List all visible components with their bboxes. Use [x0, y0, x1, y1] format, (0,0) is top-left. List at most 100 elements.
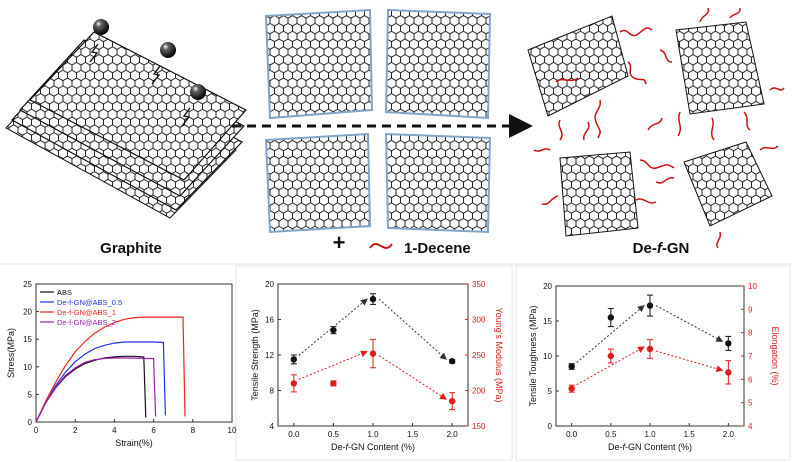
panel-frame	[515, 265, 791, 461]
graphene-sheet	[683, 141, 773, 227]
series-line	[35, 341, 166, 423]
toughness-elongation-chart: 0.0 0.5 1.0 1.5 2.0 0 5 10 15 20 4 5 6 7 8 9 10 De-f-GN …	[528, 282, 780, 452]
left-y-tick-label: 10	[543, 352, 552, 361]
right-y-axis-label: Young's Modulus (MPa)	[494, 308, 504, 403]
trend-arrow	[298, 298, 368, 356]
data-point	[725, 369, 732, 376]
panel-frame	[235, 265, 513, 461]
left-y-tick-label: 5	[548, 387, 553, 396]
x-tick-label: 2.0	[447, 430, 459, 439]
legend-label: ABS	[57, 288, 72, 297]
x-tick-label: 0.0	[566, 430, 578, 439]
electron-sphere-icon	[160, 42, 176, 58]
x-tick-label: 1.0	[367, 430, 379, 439]
exfoliated-sheets	[264, 8, 492, 234]
electron-sphere-icon	[190, 84, 206, 100]
right-y-tick-label: 350	[472, 280, 486, 289]
electron-sphere-icon	[93, 19, 109, 35]
data-point	[330, 380, 337, 387]
trend-arrow	[576, 346, 645, 386]
y-tick-label: 25	[23, 280, 32, 289]
graphene-sheet	[675, 21, 765, 115]
data-point	[290, 380, 298, 387]
x-tick-label: 2	[73, 426, 78, 435]
data-point	[607, 314, 615, 321]
right-y-tick-label: 300	[472, 316, 486, 325]
y-tick-label: 15	[23, 335, 32, 344]
data-point	[568, 363, 575, 370]
trend-arrow	[655, 350, 724, 373]
graphene-sheet	[29, 31, 247, 181]
x-tick-label: 8	[191, 426, 196, 435]
x-tick-label: 1.5	[684, 430, 696, 439]
x-axis-label: De-f-GN Content (%)	[608, 442, 692, 452]
data-point	[568, 385, 575, 392]
data-point	[330, 326, 337, 334]
lightning-icon	[89, 43, 99, 63]
data-point	[448, 358, 456, 365]
x-axis-label: De-f-GN Content (%)	[331, 442, 415, 452]
x-axis-label: Strain(%)	[115, 438, 153, 448]
trend-arrow	[298, 350, 368, 380]
strength-modulus-chart: 0.0 0.5 1.0 1.5 2.0 4 8 12 16 20 150 200 250 300 350 D…	[250, 280, 504, 452]
graphene-sheet	[527, 15, 629, 117]
reagent-label: 1-Decene	[404, 240, 471, 257]
left-y-axis-label: Tensile Toughness (MPa)	[528, 306, 538, 407]
data-point	[646, 345, 654, 353]
right-y-tick-label: 6	[748, 375, 753, 384]
x-tick-label: 2.0	[723, 430, 735, 439]
left-y-tick-label: 8	[270, 387, 275, 396]
data-point	[290, 356, 298, 363]
right-y-tick-label: 150	[472, 422, 486, 431]
legend-label: De-f-GN@ABS_0.5	[57, 298, 122, 307]
y-tick-label: 5	[28, 390, 33, 399]
data-point	[448, 397, 456, 405]
series-line	[35, 316, 186, 423]
functionalized-sheets	[527, 7, 785, 249]
plot-frame	[35, 283, 233, 423]
left-y-tick-label: 16	[265, 316, 274, 325]
right-y-tick-label: 4	[748, 422, 753, 431]
x-tick-label: 6	[151, 426, 156, 435]
plus-sign: +	[333, 230, 346, 255]
left-y-tick-label: 12	[265, 351, 274, 360]
lightning-icon	[151, 65, 161, 85]
data-point	[369, 295, 377, 303]
y-axis-label: Stress(MPa)	[6, 328, 16, 378]
graphene-sheet	[264, 132, 372, 234]
data-point	[607, 352, 615, 360]
decene-chains	[533, 7, 785, 249]
x-tick-label: 0.5	[605, 430, 617, 439]
data-point	[646, 302, 654, 309]
trend-arrow	[576, 304, 645, 363]
right-y-tick-label: 8	[748, 329, 753, 338]
y-tick-label: 20	[23, 308, 32, 317]
graphene-sheet	[559, 151, 639, 237]
right-y-axis-label: Elongation (%)	[770, 326, 780, 385]
left-y-tick-label: 20	[265, 280, 274, 289]
data-point	[369, 350, 377, 357]
x-tick-label: 0	[34, 426, 39, 435]
graphene-sheet	[384, 8, 492, 120]
trend-arrow	[655, 305, 724, 342]
electron-spheres	[89, 19, 206, 127]
legend-label: De-f-GN@ABS_1	[57, 308, 116, 317]
x-tick-label: 0.0	[288, 430, 300, 439]
product-label: De-f-GN	[633, 240, 690, 257]
data-point	[725, 340, 732, 347]
right-y-tick-label: 9	[748, 305, 753, 314]
y-tick-label: 0	[28, 418, 33, 427]
y-tick-label: 10	[23, 363, 32, 372]
graphene-sheet	[264, 8, 374, 120]
x-tick-label: 0.5	[328, 430, 340, 439]
right-y-tick-label: 5	[748, 399, 753, 408]
x-tick-label: 1.5	[407, 430, 419, 439]
legend-label: De-f-GN@ABS_2	[57, 318, 116, 327]
lightning-icon	[181, 107, 191, 127]
left-y-axis-label: Tensile Strength (MPa)	[250, 309, 260, 401]
x-tick-label: 10	[228, 426, 237, 435]
right-y-tick-label: 7	[748, 352, 753, 361]
left-y-tick-label: 15	[543, 317, 552, 326]
